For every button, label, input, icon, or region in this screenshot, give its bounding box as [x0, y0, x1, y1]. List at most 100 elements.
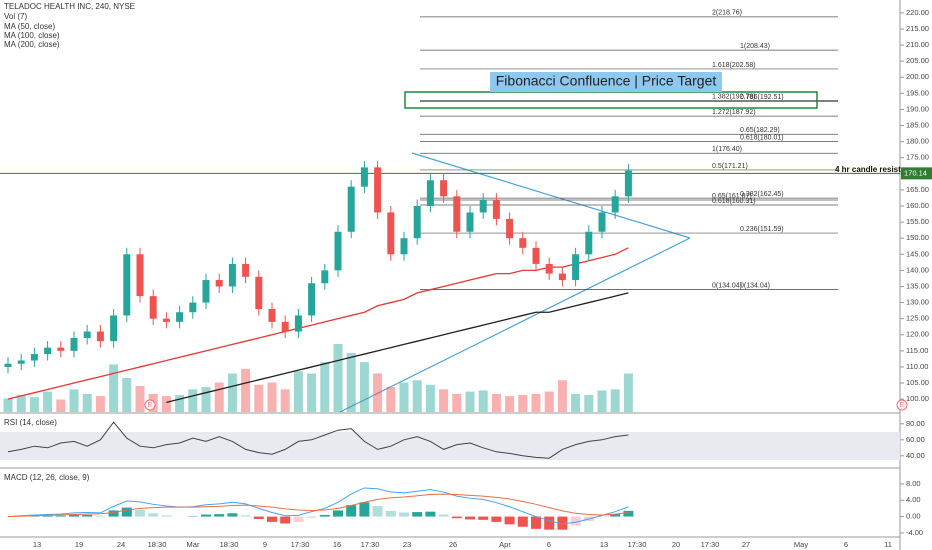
histogram-bar: [517, 516, 528, 527]
volume-bar: [56, 399, 66, 412]
histogram-bar: [570, 516, 581, 526]
x-tick-label: Apr: [499, 540, 511, 549]
volume-bar: [346, 353, 356, 412]
legend-entry: MA (200, close): [4, 40, 60, 49]
fib-label: 0.5(171.21): [712, 163, 748, 170]
y-tick-label: 210.00: [906, 40, 929, 49]
volume-bar: [214, 382, 224, 412]
y-tick-label: 135.00: [906, 281, 929, 290]
histogram-bar: [425, 511, 436, 517]
histogram-bar: [55, 515, 66, 517]
y-tick-label: 145.00: [906, 249, 929, 258]
candle-body: [558, 273, 566, 281]
y-tick-label: 80.00: [906, 419, 925, 428]
legend-entry: MA (50, close): [4, 22, 55, 31]
volume-bar: [465, 391, 475, 412]
volume-bar: [16, 395, 26, 412]
histogram-bar: [267, 516, 277, 522]
candle-body: [413, 206, 421, 239]
histogram-bar: [557, 516, 568, 530]
fib-label: 0.786(192.51): [740, 94, 784, 101]
x-tick-label: 13: [33, 540, 41, 549]
volume-bar: [307, 373, 317, 412]
volume-bar: [82, 393, 92, 412]
candle-body: [110, 315, 118, 342]
histogram-bar: [504, 516, 515, 525]
volume-bar: [531, 393, 541, 412]
histogram-bar: [346, 505, 357, 517]
histogram-bar: [385, 510, 396, 517]
volume-bar: [161, 396, 171, 412]
volume-bar: [557, 380, 567, 412]
candle-body: [17, 360, 25, 364]
x-tick-label: 11: [884, 540, 892, 549]
volume-bar: [333, 344, 343, 412]
volume-bar: [505, 396, 515, 412]
histogram-bar: [544, 516, 555, 530]
rsi-line: [7, 421, 629, 459]
candle-body: [347, 186, 355, 232]
volume-bar: [623, 373, 633, 412]
volume-bar: [425, 384, 435, 412]
annotation-box: [490, 72, 722, 92]
candle-body: [215, 280, 223, 287]
volume-bar: [412, 380, 422, 412]
candle-body: [162, 318, 170, 322]
candle-body: [360, 167, 368, 187]
x-tick-label: 20: [672, 540, 680, 549]
histogram-bar: [531, 516, 541, 529]
histogram-bar: [69, 514, 79, 517]
histogram-bar: [293, 516, 304, 522]
volume-bar: [293, 371, 303, 412]
volume-bar: [201, 387, 211, 412]
pane-title: RSI (14, close): [4, 418, 57, 427]
x-tick-label: 18:30: [220, 540, 239, 549]
volume-bar: [227, 373, 237, 412]
volume-bar: [373, 373, 383, 412]
y-tick-label: 200.00: [906, 72, 929, 81]
histogram-bar: [623, 510, 634, 517]
volume-bar: [3, 398, 13, 412]
volume-bar: [359, 362, 369, 412]
x-tick-label: 9: [263, 540, 267, 549]
histogram-bar: [42, 515, 53, 517]
histogram-bar: [108, 510, 119, 517]
fib-label: 1(208.43): [740, 43, 770, 50]
volume-bar: [478, 390, 488, 412]
price-label: 170.14: [904, 168, 927, 177]
y-tick-label: 155.00: [906, 217, 929, 226]
candle-body: [176, 312, 184, 322]
y-tick-label: 100.00: [906, 394, 929, 403]
candle-body: [242, 263, 250, 277]
histogram-bar: [253, 516, 264, 520]
volume-bar: [135, 385, 145, 412]
volume-bar: [597, 390, 607, 412]
candle-body: [506, 218, 514, 239]
y-tick-label: 220.00: [906, 8, 929, 17]
y-tick-label: 180.00: [906, 137, 929, 146]
candle-body: [532, 247, 540, 264]
volume-bar: [584, 395, 594, 412]
volume-bar: [320, 362, 330, 412]
histogram-bar: [412, 512, 423, 517]
fib-label: 1.272(187.92): [712, 109, 756, 116]
y-tick-label: 195.00: [906, 88, 929, 97]
pane-title: MACD (12, 26, close, 9): [4, 473, 90, 482]
histogram-bar: [135, 510, 145, 517]
x-tick-label: 18:30: [148, 540, 167, 549]
x-tick-label: 17:30: [701, 540, 720, 549]
candle-body: [492, 199, 500, 219]
candle-body: [374, 167, 382, 213]
legend-entry: MA (100, close): [4, 31, 60, 40]
fib-label: 0(134.04): [740, 282, 770, 289]
resistance-label: 4 hr candle resistance: [835, 165, 920, 174]
y-tick-label: 115.00: [906, 346, 928, 355]
annotation: Fibonacci Confluence | Price Target: [496, 73, 717, 89]
candle-body: [334, 231, 342, 271]
y-tick-label: 0.00: [906, 512, 921, 521]
x-tick-label: 13: [600, 540, 608, 549]
x-tick-label: 27: [742, 540, 750, 549]
moving-average: [7, 247, 629, 400]
y-tick-label: 125.00: [906, 314, 929, 323]
candle-body: [545, 263, 553, 274]
